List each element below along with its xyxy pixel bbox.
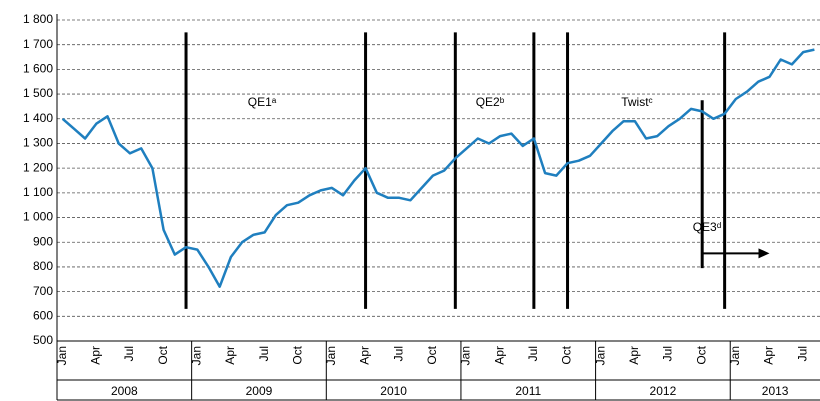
x-tick-label: Oct bbox=[156, 345, 170, 364]
x-tick-label: Apr bbox=[88, 346, 102, 365]
x-tick-label: Apr bbox=[358, 346, 372, 365]
x-tick-label: Oct bbox=[694, 345, 708, 364]
x-tick-label: Apr bbox=[627, 346, 641, 365]
x-tick-label: Jul bbox=[391, 346, 405, 361]
x-tick-label: Jan bbox=[459, 346, 473, 365]
annotation: QE2ᵇ bbox=[476, 95, 505, 109]
x-tick-label: Jul bbox=[661, 346, 675, 361]
arrow-head bbox=[758, 248, 770, 259]
x-tick-label: Jul bbox=[795, 346, 809, 361]
year-label: 2009 bbox=[246, 384, 273, 398]
y-tick-label: 500 bbox=[33, 333, 53, 347]
x-tick-label: Jan bbox=[593, 346, 607, 365]
data-line bbox=[61, 48, 815, 288]
y-tick-label: 1 200 bbox=[23, 160, 53, 174]
x-tick-label: Apr bbox=[762, 346, 776, 365]
x-tick-label: Jan bbox=[728, 346, 742, 365]
x-tick-label: Apr bbox=[492, 346, 506, 365]
x-tick-label: Jul bbox=[122, 346, 136, 361]
annotation: Twistᶜ bbox=[621, 95, 653, 109]
y-tick-label: 1 500 bbox=[23, 86, 53, 100]
year-label: 2013 bbox=[762, 384, 789, 398]
y-tick-label: 600 bbox=[33, 308, 53, 322]
x-tick-label: Jan bbox=[324, 346, 338, 365]
y-tick-label: 1 600 bbox=[23, 62, 53, 76]
year-label: 2011 bbox=[515, 384, 541, 398]
x-tick-label: Jul bbox=[526, 346, 540, 361]
x-tick-label: Apr bbox=[223, 346, 237, 365]
x-tick-label: Oct bbox=[425, 345, 439, 364]
x-tick-label: Oct bbox=[290, 345, 304, 364]
year-label: 2012 bbox=[650, 384, 677, 398]
annotation: QE3ᵈ bbox=[693, 220, 722, 234]
y-tick-label: 700 bbox=[33, 284, 53, 298]
y-tick-label: 1 700 bbox=[23, 37, 53, 51]
x-tick-label: Oct bbox=[560, 345, 574, 364]
year-label: 2010 bbox=[380, 384, 407, 398]
y-tick-label: 1 100 bbox=[23, 185, 53, 199]
y-tick-label: 1 300 bbox=[23, 136, 53, 150]
x-tick-label: Jul bbox=[257, 346, 271, 361]
y-tick-label: 800 bbox=[33, 259, 53, 273]
y-tick-label: 1 000 bbox=[23, 210, 53, 224]
annotation: QE1ᵃ bbox=[248, 95, 277, 109]
y-tick-label: 1 800 bbox=[23, 12, 53, 26]
y-tick-label: 1 400 bbox=[23, 111, 53, 125]
y-tick-label: 900 bbox=[33, 234, 53, 248]
x-tick-label: Jan bbox=[189, 346, 203, 365]
year-label: 2008 bbox=[111, 384, 138, 398]
x-tick-label: Jan bbox=[55, 346, 69, 365]
